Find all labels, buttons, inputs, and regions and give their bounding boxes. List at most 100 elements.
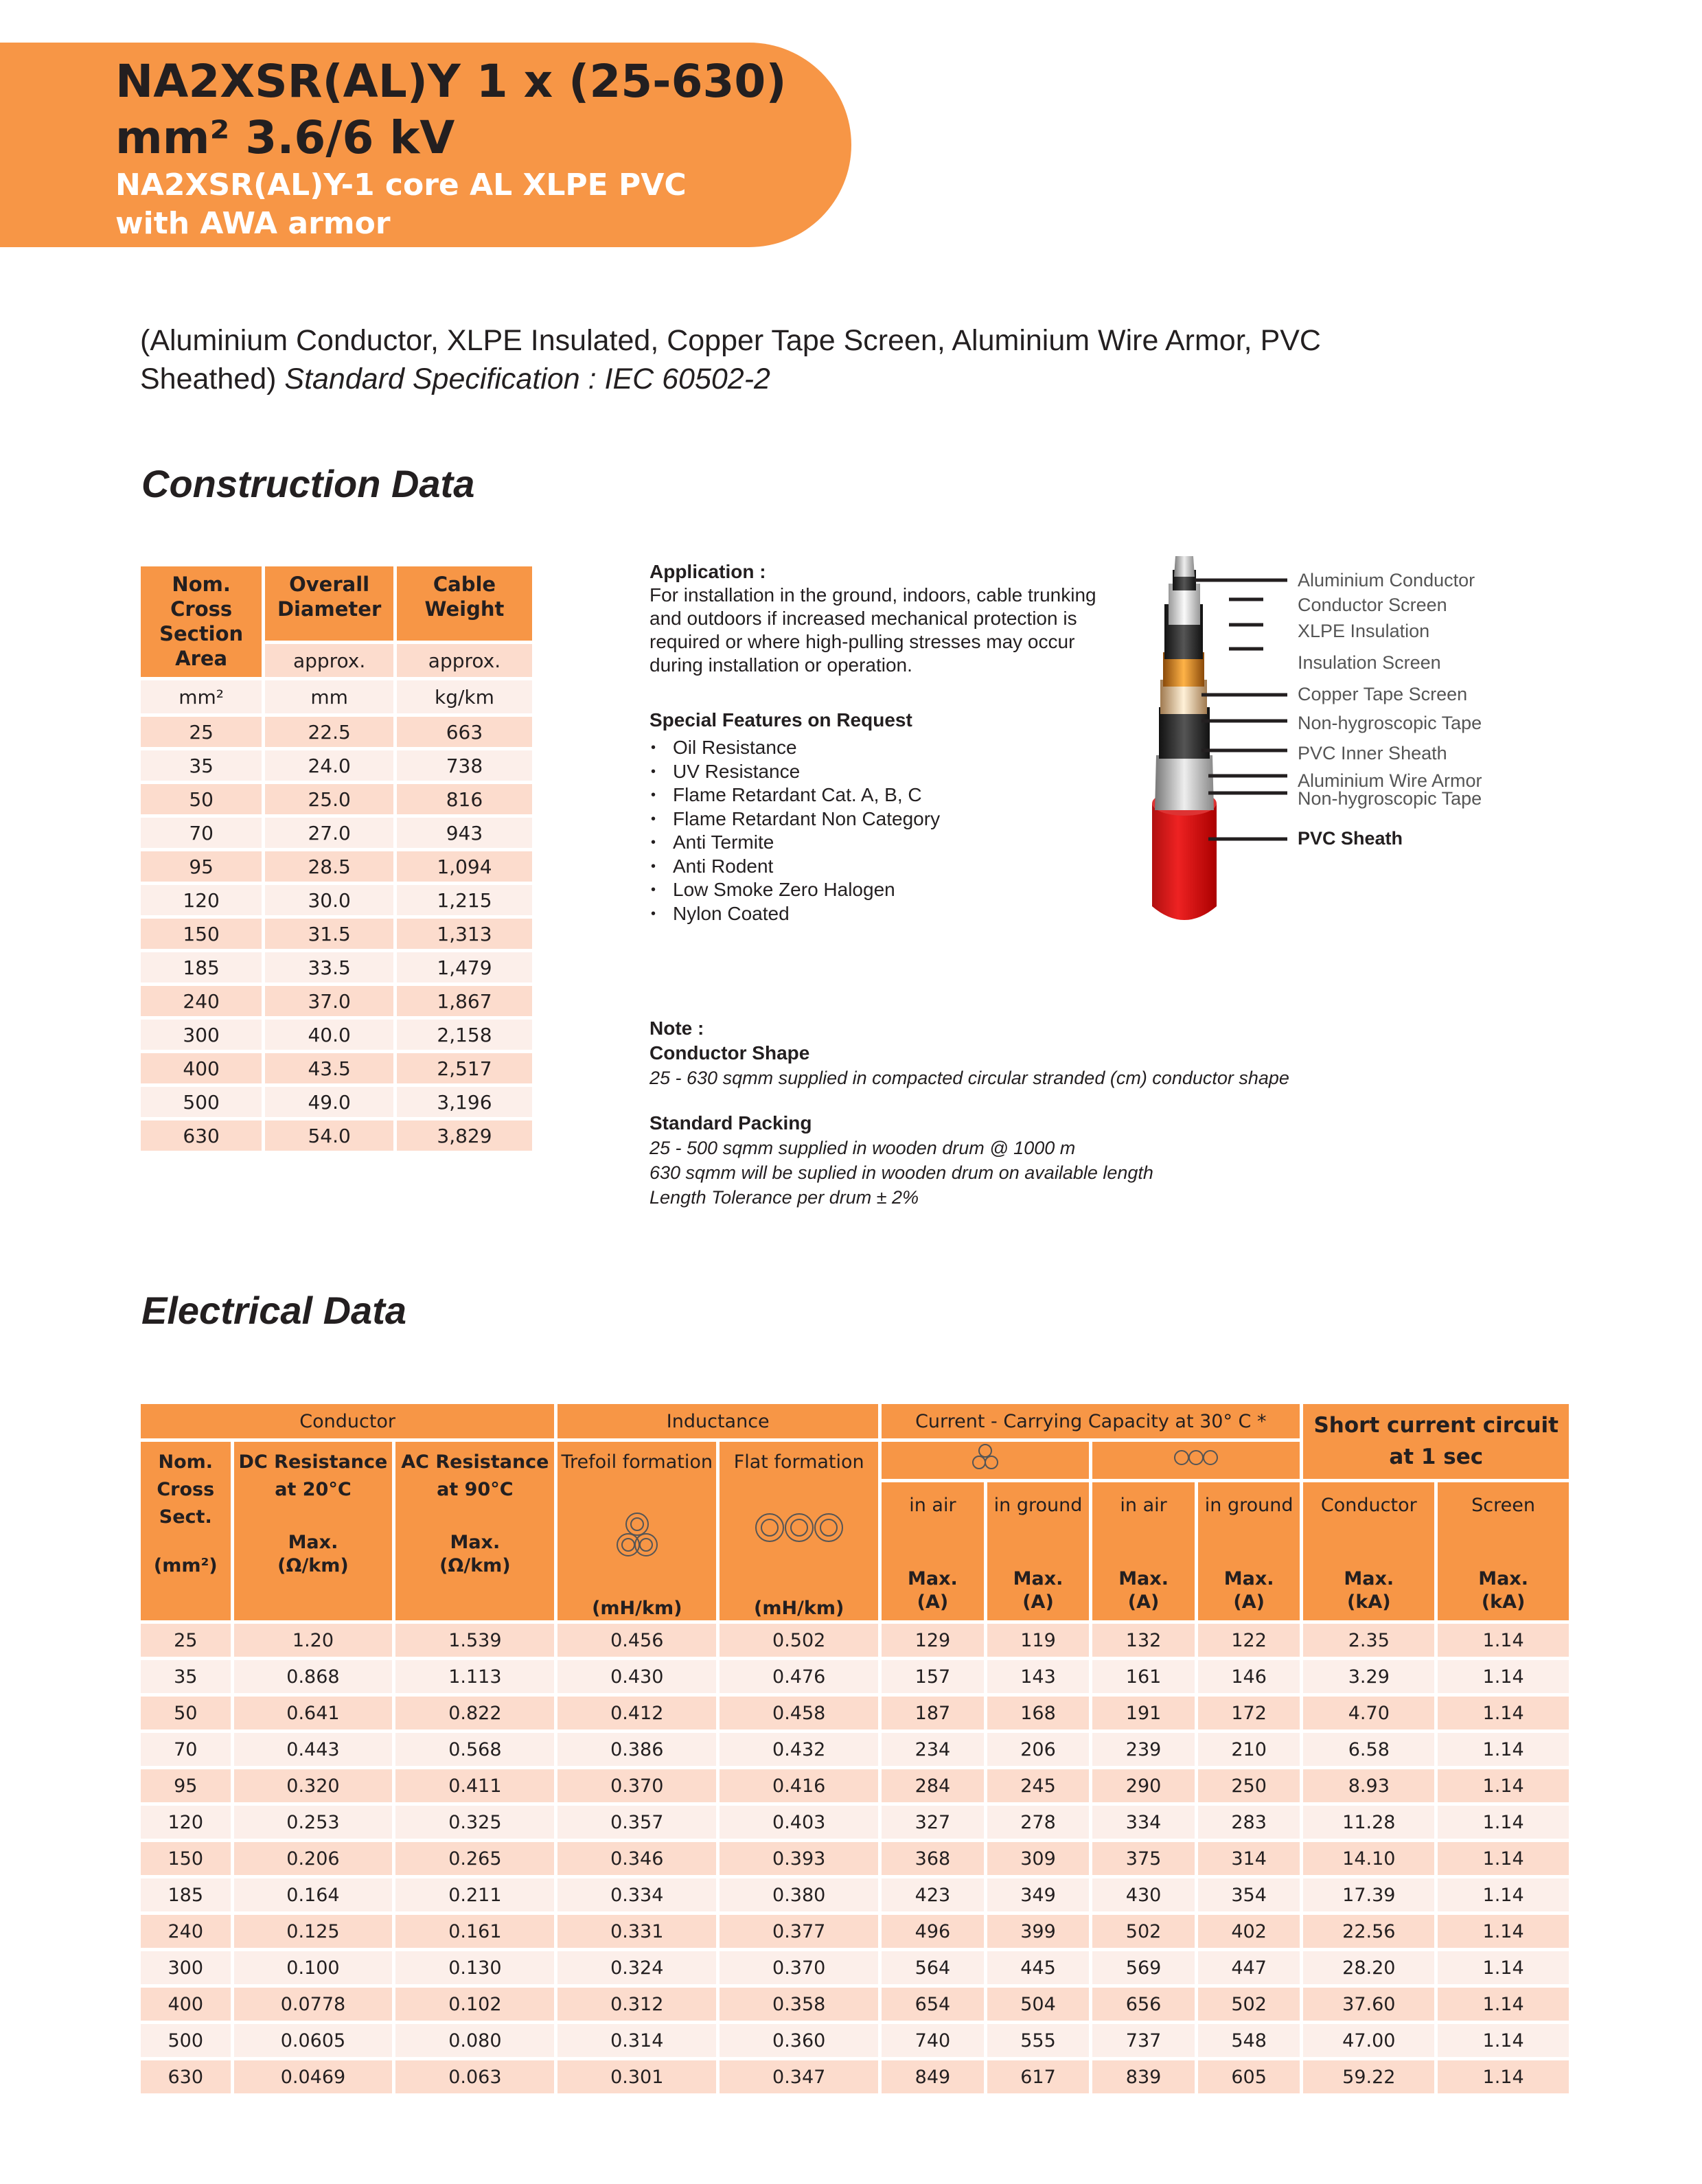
table-cell: 1,094 <box>396 851 532 882</box>
table-cell: 0.0605 <box>233 2024 393 2057</box>
table-cell: 1.14 <box>1438 1769 1569 1802</box>
table-cell: 548 <box>1197 2024 1300 2057</box>
table-cell: 59.22 <box>1303 2060 1435 2093</box>
table-cell: 1,479 <box>396 952 532 982</box>
table-cell: 161 <box>1092 1660 1195 1693</box>
table-cell: 50 <box>141 1697 231 1729</box>
diameter-approx: approx. <box>265 644 393 677</box>
table-cell: 3.29 <box>1303 1660 1435 1693</box>
table-cell: 119 <box>987 1624 1090 1657</box>
table-row: 300 0.100 0.130 0.324 0.370 564 445 569 447 28.20… <box>141 1951 1569 1984</box>
table-cell: 0.416 <box>720 1769 879 1802</box>
shape-title: Conductor Shape <box>649 1042 810 1064</box>
table-row: 120 30.0 1,215 <box>141 885 532 915</box>
table-cell: 3,196 <box>396 1087 532 1117</box>
table-row: 185 0.164 0.211 0.334 0.380 423 349 430 354 17.39… <box>141 1878 1569 1911</box>
table-cell: 132 <box>1092 1624 1195 1657</box>
packing-line: Length Tolerance per drum ± 2% <box>649 1187 919 1208</box>
table-cell: 8.93 <box>1303 1769 1435 1802</box>
table-row: 70 0.443 0.568 0.386 0.432 234 206 239 210 6.58 1.… <box>141 1733 1569 1766</box>
table-row: 35 24.0 738 <box>141 750 532 781</box>
col-header-max: Max. <box>288 1532 338 1553</box>
table-cell: 0.206 <box>233 1842 393 1875</box>
unit-diameter: mm <box>265 680 393 713</box>
table-cell: 1,867 <box>396 986 532 1016</box>
table-cell: 50 <box>141 784 262 814</box>
col-header-unit: (kA) <box>1347 1591 1391 1613</box>
description-text: (Aluminium Conductor, XLPE Insulated, Co… <box>140 324 1321 395</box>
col-header-label: AC Resistance at 90°C <box>401 1451 549 1500</box>
table-row: 630 54.0 3,829 <box>141 1120 532 1151</box>
table-cell: 0.080 <box>395 2024 555 2057</box>
col-header-unit: (A) <box>1022 1591 1054 1613</box>
table-cell: 239 <box>1092 1733 1195 1766</box>
label-aluminium-wire-armor: Aluminium Wire Armor <box>1298 770 1482 791</box>
col-header-label: Nom. Cross Sect. <box>157 1451 215 1528</box>
weight-approx: approx. <box>396 644 532 677</box>
feature-item: Nylon Coated <box>649 902 1130 926</box>
table-cell: 40.0 <box>265 1020 393 1050</box>
unit-weight: kg/km <box>396 680 532 713</box>
table-cell: 500 <box>141 2024 231 2057</box>
col-header-label: Conductor <box>1320 1494 1417 1516</box>
table-cell: 1.14 <box>1438 1624 1569 1657</box>
table-cell: 54.0 <box>265 1120 393 1151</box>
feature-item: Anti Rodent <box>649 855 1130 879</box>
table-cell: 0.380 <box>720 1878 879 1911</box>
table-row: 150 0.206 0.265 0.346 0.393 368 309 375 314 14.10… <box>141 1842 1569 1875</box>
table-cell: 3,829 <box>396 1120 532 1151</box>
table-cell: 0.358 <box>720 1988 879 2021</box>
col-header-label: Screen <box>1471 1494 1535 1516</box>
table-cell: 0.568 <box>395 1733 555 1766</box>
title-line-1: NA2XSR(AL)Y 1 x (25-630) <box>115 55 787 108</box>
col-header-unit: (Ω/km) <box>439 1555 511 1576</box>
table-cell: 2.35 <box>1303 1624 1435 1657</box>
col-header: in ground Max. (A) <box>987 1482 1090 1620</box>
table-cell: 0.822 <box>395 1697 555 1729</box>
xlpe-layer <box>1169 584 1200 625</box>
table-cell: 738 <box>396 750 532 781</box>
table-cell: 240 <box>141 986 262 1016</box>
table-row: 400 43.5 2,517 <box>141 1053 532 1083</box>
table-row: 300 40.0 2,158 <box>141 1020 532 1050</box>
table-cell: 0.868 <box>233 1660 393 1693</box>
col-header-max: Max. <box>1223 1567 1274 1589</box>
table-row: 35 0.868 1.113 0.430 0.476 157 143 161 146 3.29 1.… <box>141 1660 1569 1693</box>
trefoil-icon <box>882 1442 1090 1479</box>
table-cell: 1.14 <box>1438 1878 1569 1911</box>
table-cell: 168 <box>987 1697 1090 1729</box>
col-header-diameter: Overall Diameter <box>265 566 393 641</box>
col-header-unit: (A) <box>917 1591 949 1613</box>
features-title: Special Features on Request <box>649 709 912 731</box>
table-cell: 30.0 <box>265 885 393 915</box>
table-cell: 504 <box>987 1988 1090 2021</box>
armor-layer <box>1155 755 1214 810</box>
table-cell: 25 <box>141 717 262 747</box>
table-cell: 0.360 <box>720 2024 879 2057</box>
table-cell: 0.346 <box>557 1842 717 1875</box>
col-header: Trefoil formation (mH/km) <box>557 1442 717 1620</box>
table-row: 95 0.320 0.411 0.370 0.416 284 245 290 250 8.93 1.… <box>141 1769 1569 1802</box>
table-cell: 849 <box>882 2060 984 2093</box>
table-cell: 1.14 <box>1438 1660 1569 1693</box>
table-cell: 447 <box>1197 1951 1300 1984</box>
table-cell: 25.0 <box>265 784 393 814</box>
packing-line: 25 - 500 sqmm supplied in wooden drum @ … <box>649 1138 1076 1158</box>
col-header-max: Max. <box>1013 1567 1063 1589</box>
table-cell: 300 <box>141 1020 262 1050</box>
col-header-unit: (A) <box>1233 1591 1265 1613</box>
construction-table: Nom. Cross Section Area Overall Diameter… <box>137 563 536 1154</box>
label-pvc-sheath: PVC Sheath <box>1298 828 1403 849</box>
table-cell: 37.60 <box>1303 1988 1435 2021</box>
table-cell: 1.14 <box>1438 1806 1569 1839</box>
electrical-heading: Electrical Data <box>141 1289 406 1332</box>
label-xlpe-insulation: XLPE Insulation <box>1298 621 1430 641</box>
col-header: Conductor Max. (kA) <box>1303 1482 1435 1620</box>
col-header-unit: (mm²) <box>153 1555 218 1576</box>
table-cell: 0.411 <box>395 1769 555 1802</box>
table-cell: 0.130 <box>395 1951 555 1984</box>
table-cell: 605 <box>1197 2060 1300 2093</box>
table-cell: 27.0 <box>265 818 393 848</box>
table-row: 25 22.5 663 <box>141 717 532 747</box>
table-cell: 309 <box>987 1842 1090 1875</box>
